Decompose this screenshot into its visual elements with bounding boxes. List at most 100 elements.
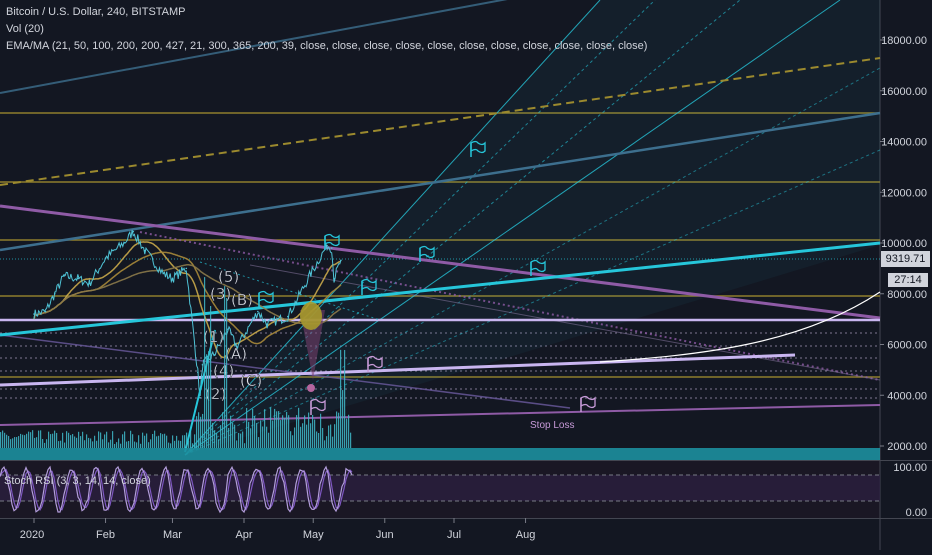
volume-bar — [224, 286, 226, 448]
flag-purple-3[interactable] — [310, 398, 326, 416]
volume-bar — [282, 415, 284, 448]
volume-bar — [70, 435, 72, 448]
price-axis[interactable]: 2000.00 4000.00 6000.00 8000.00 10000.00 1200… — [880, 35, 927, 453]
volume-bar — [56, 432, 58, 448]
fan-ray-1[interactable] — [184, 0, 601, 456]
price-series[interactable] — [33, 229, 342, 399]
price-point-5 — [88, 282, 91, 285]
stoch-tick-label-1: 0.00 — [906, 507, 927, 519]
price-tick-label-2: 6000.00 — [887, 340, 927, 352]
volume-bar — [240, 433, 242, 448]
purple-resistance-line[interactable] — [0, 204, 881, 320]
fib-fan-fill — [185, 0, 880, 455]
volume-bar — [140, 443, 142, 448]
lavender-rising-line[interactable] — [0, 353, 796, 387]
flag-teal-3-cloth — [419, 245, 435, 259]
volume-bar — [242, 431, 244, 448]
volume-bar — [114, 443, 116, 448]
teal-support-trendline[interactable] — [0, 241, 881, 337]
volume-bar — [222, 412, 224, 448]
volume-bar — [108, 442, 110, 448]
volume-bar — [236, 440, 238, 448]
ema-indicator-label[interactable]: EMA/MA (21, 50, 100, 200, 200, 427, 21, … — [6, 40, 648, 52]
volume-bar — [72, 434, 74, 448]
flag-purple-1[interactable] — [367, 355, 383, 373]
mid-steel-trendline[interactable] — [0, 111, 881, 252]
volume-bar — [232, 422, 234, 448]
volume-bar — [128, 441, 130, 448]
volume-bar — [156, 436, 158, 448]
volume-bar — [218, 439, 220, 448]
lower-purple-trendline[interactable] — [0, 404, 881, 426]
flag-teal-4[interactable] — [530, 259, 546, 277]
volume-bar — [26, 433, 28, 448]
upper-steel-trendline[interactable] — [0, 0, 880, 94]
volume-bar — [294, 427, 296, 448]
volume-bar — [266, 426, 268, 448]
volume-bar — [134, 441, 136, 448]
volume-bar — [46, 439, 48, 448]
flag-teal-3[interactable] — [419, 245, 435, 263]
stoch-k-line[interactable] — [0, 465, 353, 514]
volume-bar — [74, 436, 76, 448]
volume-bar — [280, 420, 282, 448]
price-point-4 — [77, 277, 79, 280]
price-tick-label-7: 16000.00 — [881, 86, 927, 98]
volume-indicator-label[interactable]: Vol (20) — [6, 23, 44, 35]
volume-bar — [348, 414, 350, 448]
price-tick-label-1: 4000.00 — [887, 390, 927, 402]
flag-teal-2[interactable] — [324, 233, 340, 251]
volume-bar — [92, 441, 94, 448]
time-axis[interactable]: 2020 Feb Mar Apr May Jun Jul Aug — [20, 518, 536, 541]
volume-bar — [104, 434, 106, 448]
volume-bar — [14, 437, 16, 448]
volume-bar — [194, 434, 196, 448]
flag-teal-1[interactable] — [470, 140, 486, 158]
parabolic-curve[interactable] — [599, 291, 881, 363]
time-tick-label-6: Jul — [447, 529, 461, 541]
fan-ray-6[interactable] — [184, 149, 881, 456]
bear-pennant-drop — [307, 384, 315, 392]
price-point-2 — [53, 292, 56, 295]
volume-bar — [204, 277, 206, 448]
volume-bar — [202, 413, 204, 448]
price-tick-label-3: 8000.00 — [887, 289, 927, 301]
fan-ray-2[interactable] — [184, 0, 656, 456]
bear-pennant[interactable] — [300, 302, 325, 392]
symbol-title[interactable]: Bitcoin / U.S. Dollar, 240, BITSTAMP — [6, 6, 186, 18]
volume-bar — [248, 421, 250, 448]
price-point-12 — [185, 267, 188, 270]
volume-bar — [176, 435, 178, 448]
price-point-8 — [132, 230, 135, 233]
golden-ellipse[interactable] — [300, 302, 322, 330]
volume-bar — [162, 434, 164, 448]
time-tick-label-3: Apr — [235, 529, 252, 541]
volume-bar — [330, 424, 332, 448]
chart-legend: Bitcoin / U.S. Dollar, 240, BITSTAMP Vol… — [6, 4, 647, 55]
flag-purple-2[interactable] — [580, 395, 596, 413]
wave-label-0: (5) — [218, 268, 239, 286]
purple-dotted-channel[interactable] — [139, 231, 881, 381]
flag-teal-1-cloth — [470, 140, 486, 154]
flag-teal-6[interactable] — [258, 290, 274, 308]
stoch-tick-label-0: 100.00 — [893, 462, 927, 474]
ema-slow-line[interactable] — [33, 264, 342, 325]
volume-bar — [246, 407, 248, 448]
price-line[interactable] — [33, 229, 342, 397]
price-point-11 — [171, 277, 174, 280]
time-tick-label-7: Aug — [516, 529, 536, 541]
volume-bar — [350, 432, 352, 448]
wave-label-2: (B) — [231, 291, 253, 309]
volume-bar — [288, 415, 290, 448]
volume-bar — [258, 437, 260, 448]
volume-bar — [80, 436, 82, 448]
volume-bar — [18, 436, 20, 448]
fan-ray-4[interactable] — [184, 0, 841, 456]
volume-bar — [186, 432, 188, 448]
dashed-gold-trendline[interactable] — [0, 57, 881, 186]
volume-bar — [338, 412, 340, 448]
flag-teal-5[interactable] — [361, 278, 377, 296]
stoch-rsi-lines[interactable] — [0, 465, 353, 514]
